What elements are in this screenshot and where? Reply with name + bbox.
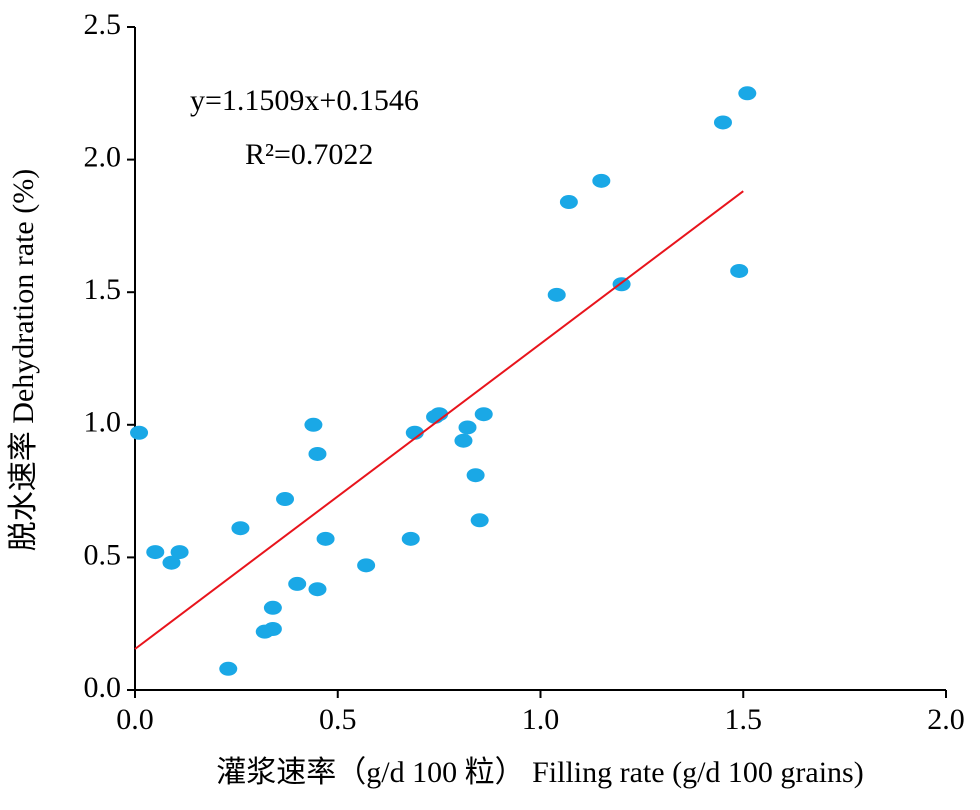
point: [288, 576, 307, 591]
point: [547, 287, 566, 302]
point: [612, 277, 631, 292]
y-tick-label: 2.5: [84, 8, 122, 41]
trend-line: [134, 190, 744, 650]
point: [308, 582, 327, 597]
point: [231, 521, 250, 536]
x-axis-label: 灌浆速率（g/d 100 粒） Filling rate (g/d 100 gr…: [216, 756, 863, 789]
point: [146, 545, 165, 560]
point: [738, 86, 757, 101]
point: [130, 425, 149, 440]
y-tick-label: 1.5: [84, 273, 122, 306]
point: [401, 531, 420, 546]
point: [170, 545, 189, 560]
point: [454, 433, 473, 448]
point: [559, 195, 578, 210]
y-tick-label: 1.0: [84, 406, 122, 439]
point: [592, 173, 611, 188]
point: [219, 661, 238, 676]
x-tick-label: 1.0: [522, 703, 560, 736]
annotation: R²=0.7022: [245, 138, 373, 171]
x-tick-label: 1.5: [725, 703, 763, 736]
point: [263, 622, 282, 637]
point: [162, 555, 181, 570]
point: [466, 468, 485, 483]
x-tick-label: 0.0: [116, 703, 154, 736]
point: [316, 531, 335, 546]
x-tick-label: 0.5: [319, 703, 357, 736]
y-tick-label: 0.0: [84, 671, 122, 704]
point: [357, 558, 376, 573]
point: [308, 446, 327, 461]
point: [730, 263, 749, 278]
point: [276, 492, 295, 507]
annotation: y=1.1509x+0.1546: [190, 84, 419, 117]
y-tick-label: 0.5: [84, 538, 122, 571]
point: [474, 407, 493, 422]
x-tick-label: 2.0: [927, 703, 965, 736]
y-axis-label: 脱水速率 Dehydration rate (%): [7, 169, 40, 551]
y-tick-label: 2.0: [84, 140, 122, 173]
point: [713, 115, 732, 130]
point: [304, 417, 323, 432]
point: [458, 420, 477, 435]
point: [263, 600, 282, 615]
point: [470, 513, 489, 528]
